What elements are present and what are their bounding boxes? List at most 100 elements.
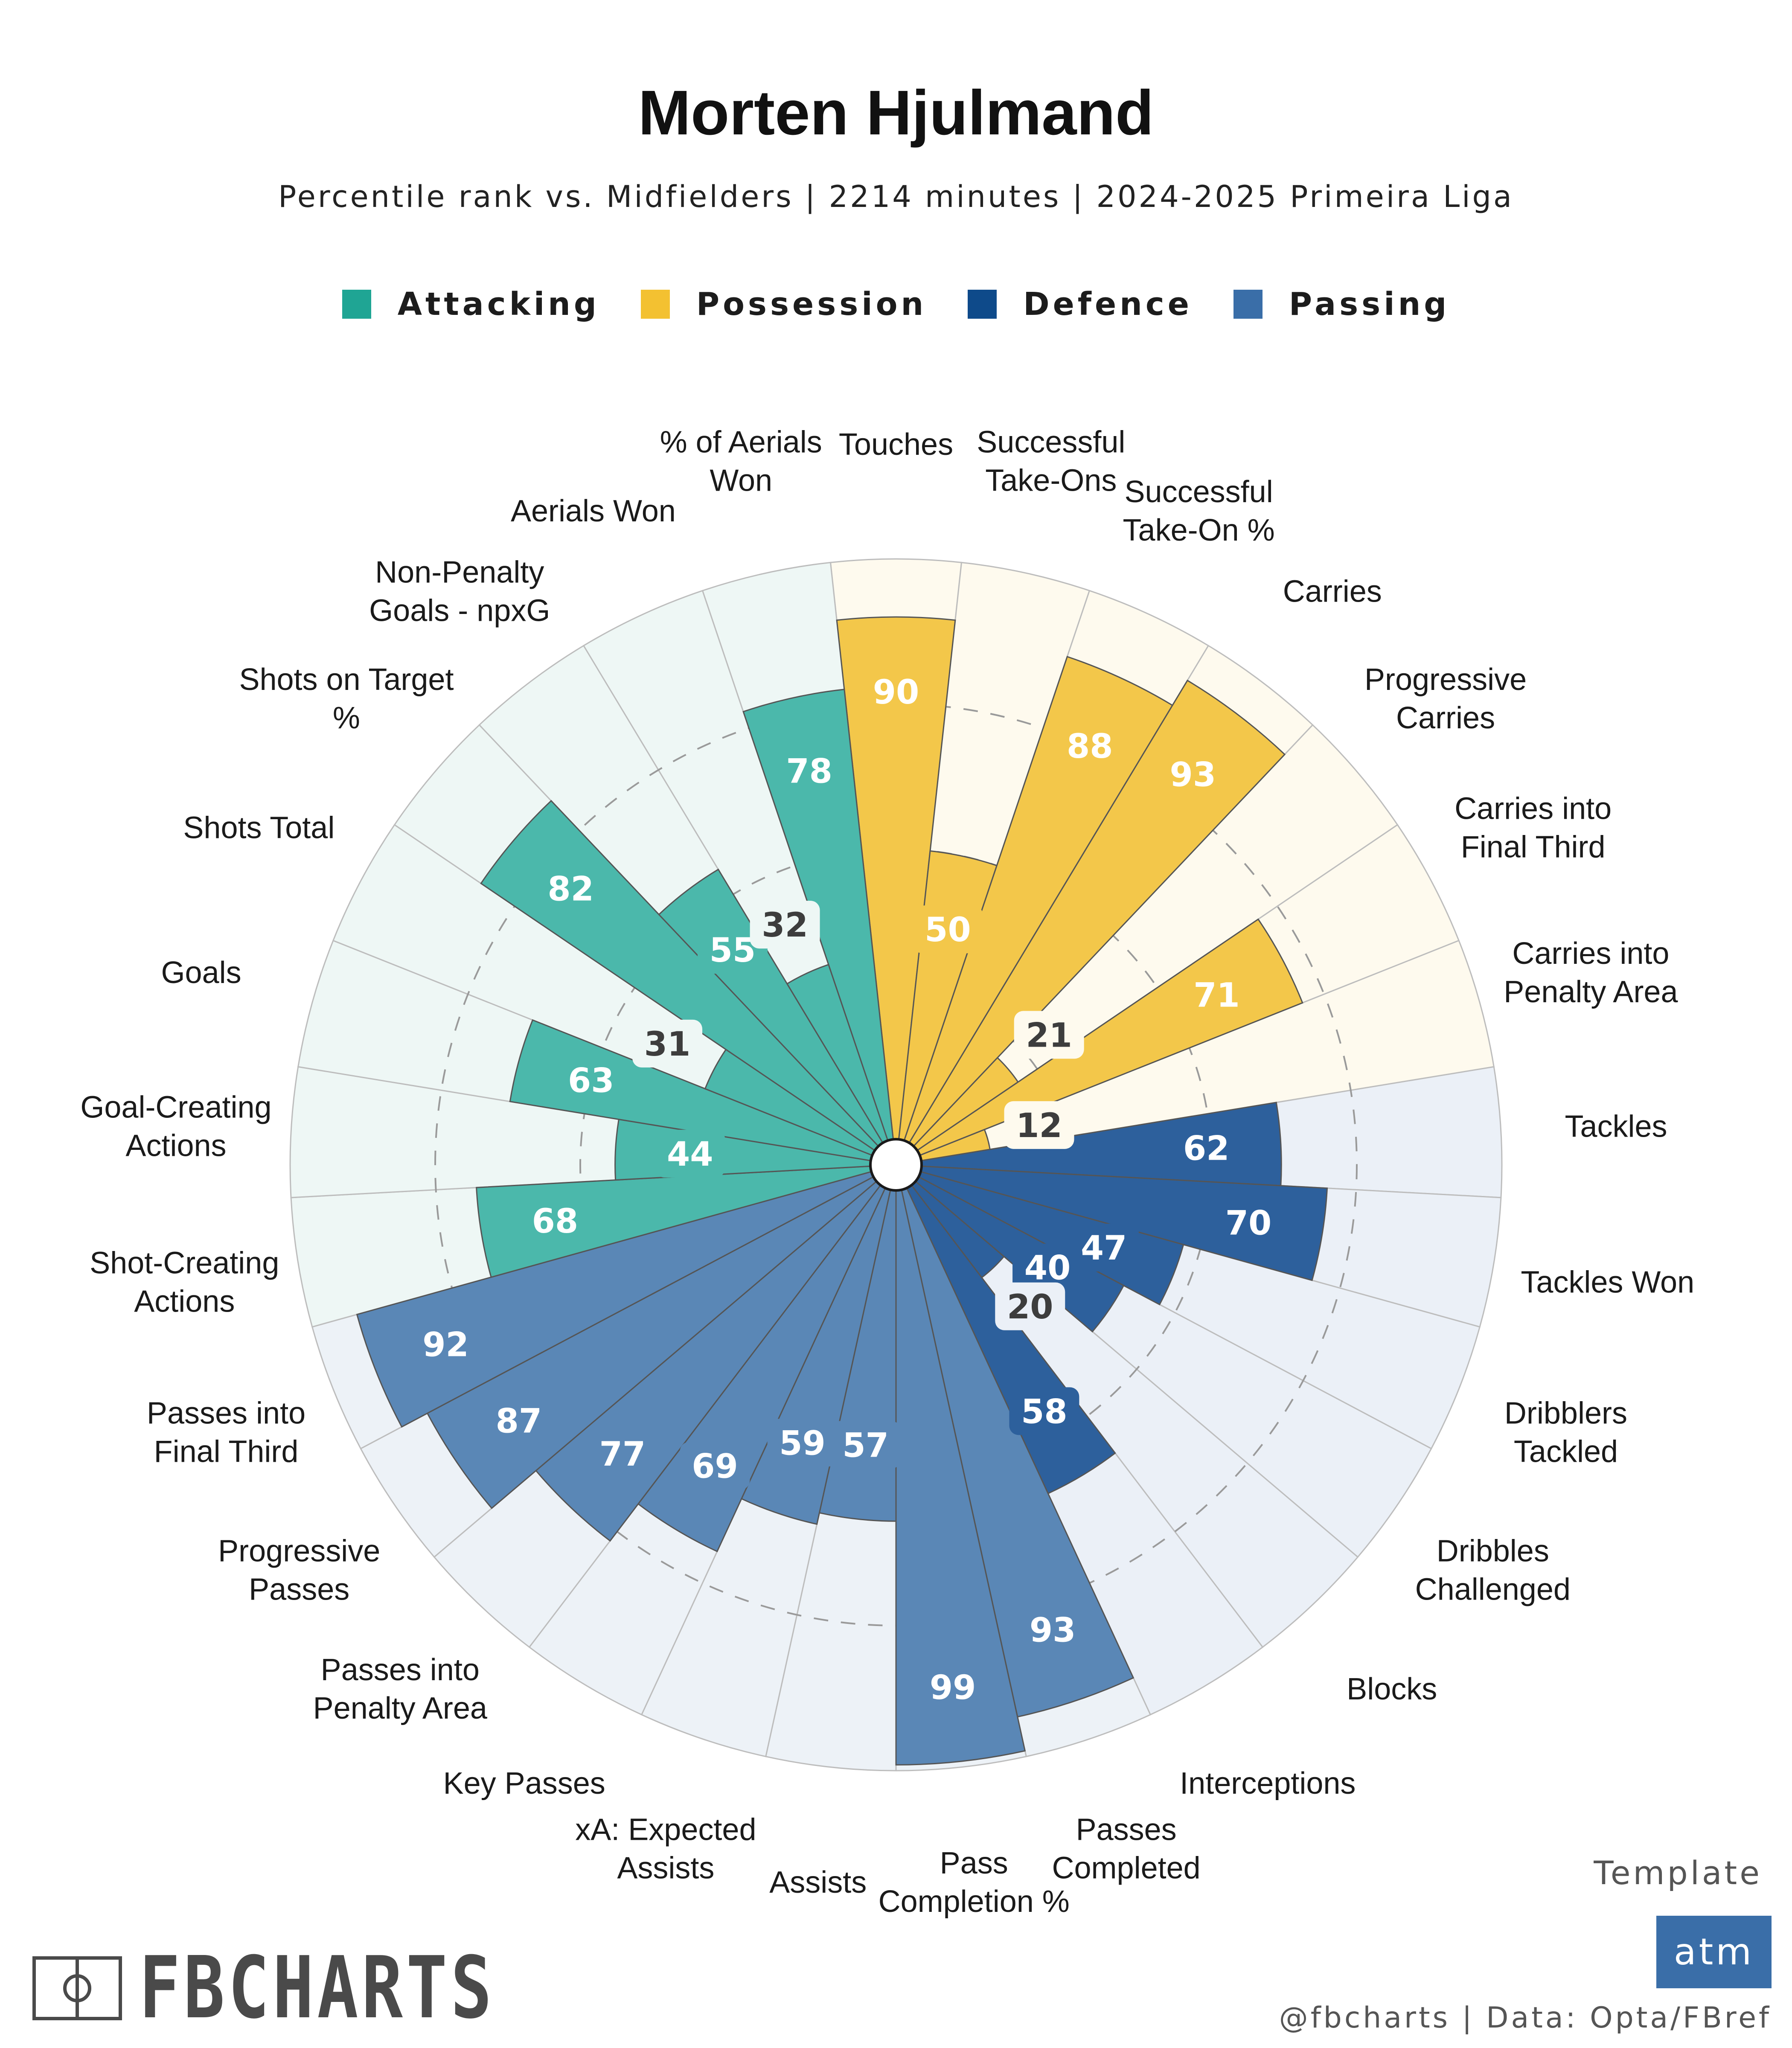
category-label-successful-take-ons: Successful Take-Ons — [977, 425, 1125, 498]
value-label-dribblers-tackled: 47 — [1081, 1229, 1127, 1268]
value-badge-xa-expected-assists — [767, 1419, 838, 1467]
legend-label-defence: Defence — [1023, 286, 1193, 323]
value-badge-blocks — [995, 1282, 1065, 1330]
value-label-carries: 93 — [1170, 756, 1216, 794]
category-label-pass-completion: Pass Completion % — [879, 1846, 1070, 1919]
category-label-non-penalty-goals-npxg: Non-Penalty Goals - npxG — [369, 556, 550, 628]
value-badge-successful-take-ons — [913, 905, 983, 954]
value-label-progressive-passes: 87 — [496, 1402, 542, 1440]
category-label-interceptions: Interceptions — [1180, 1766, 1356, 1801]
category-labels: Touches Successful Take-Ons Successful Take-… — [80, 425, 1694, 1919]
legend-label-possession: Possession — [696, 286, 927, 323]
value-label-tackles: 62 — [1183, 1130, 1230, 1168]
category-label-of-aerials-won: % of Aerials Won — [660, 425, 822, 498]
data-credit: @fbcharts | Data: Opta/FBref — [1279, 2001, 1772, 2035]
category-label-shots-total: Shots Total — [183, 811, 335, 845]
category-label-goal-creating-actions: Goal-Creating Actions — [80, 1091, 271, 1163]
value-badge-progressive-passes — [483, 1396, 554, 1445]
value-label-non-penalty-goals-npxg: 55 — [710, 931, 756, 970]
value-label-passes-completed: 93 — [1030, 1612, 1076, 1650]
value-label-aerials-won: 32 — [762, 906, 808, 945]
category-label-shot-creating-actions: Shot-Creating Actions — [90, 1246, 279, 1318]
value-badge-carries — [1158, 750, 1228, 798]
category-label-successful-take-on: Successful Take-On % — [1123, 475, 1275, 547]
chart-title: Morten Hjulmand — [638, 78, 1154, 148]
category-label-progressive-passes: Progressive Passes — [218, 1534, 380, 1606]
value-label-blocks: 20 — [1007, 1288, 1053, 1327]
legend-item-possession: Possession — [640, 286, 927, 323]
value-label-shot-creating-actions: 68 — [532, 1202, 579, 1241]
value-label-xa-expected-assists: 59 — [779, 1424, 826, 1463]
category-label-dribblers-tackled: Dribblers Tackled — [1504, 1396, 1627, 1469]
category-label-dribbles-challenged: Dribbles Challenged — [1415, 1534, 1571, 1606]
value-badge-shot-creating-actions — [520, 1197, 590, 1245]
value-label-goals: 63 — [568, 1062, 614, 1100]
value-label-shots-total: 31 — [644, 1025, 691, 1064]
category-label-shots-on-target: Shots on Target% — [239, 663, 454, 735]
legend-label-passing: Passing — [1289, 286, 1450, 323]
value-label-passes-into-penalty-area: 77 — [599, 1435, 646, 1474]
template-label: Template — [1594, 1854, 1762, 1892]
legend-swatch-possession — [640, 290, 670, 319]
value-badge-passes-into-penalty-area — [587, 1429, 657, 1478]
value-badge-passes-completed — [1018, 1606, 1088, 1654]
category-label-carries-into-penalty-area: Carries into Penalty Area — [1504, 937, 1678, 1009]
value-badge-tackles-won — [1213, 1199, 1283, 1247]
center-hub — [869, 1138, 923, 1192]
fbcharts-logo: FBCHARTS — [32, 1946, 584, 2031]
value-badge-aerials-won — [750, 901, 820, 949]
value-badge-successful-take-on — [1055, 722, 1125, 770]
logo-text: FBCHARTS — [139, 1938, 495, 2038]
value-label-tackles-won: 70 — [1225, 1204, 1272, 1242]
legend: Attacking Possession Defence Passing — [0, 286, 1792, 323]
value-label-touches: 90 — [873, 673, 919, 712]
value-badge-carries-into-penalty-area — [1004, 1101, 1074, 1149]
category-label-assists: Assists — [769, 1865, 867, 1900]
template-badge: atm — [1656, 1916, 1772, 1988]
category-label-blocks: Blocks — [1347, 1672, 1437, 1706]
category-label-goals: Goals — [161, 956, 241, 990]
value-badge-dribblers-tackled — [1068, 1224, 1139, 1272]
value-badge-of-aerials-won — [774, 747, 844, 795]
value-badge-tackles — [1171, 1124, 1242, 1172]
category-label-passes-completed: Passes Completed — [1052, 1813, 1201, 1885]
value-badge-key-passes — [680, 1442, 750, 1490]
value-label-dribbles-challenged: 40 — [1024, 1249, 1071, 1288]
legend-item-passing: Passing — [1233, 286, 1450, 323]
value-label-goal-creating-actions: 44 — [667, 1135, 713, 1174]
value-label-key-passes: 69 — [692, 1448, 738, 1486]
value-label-of-aerials-won: 78 — [786, 752, 832, 791]
value-badge-interceptions — [1009, 1387, 1079, 1435]
chart-subtitle: Percentile rank vs. Midfielders | 2214 m… — [278, 179, 1514, 214]
value-label-pass-completion: 99 — [930, 1669, 976, 1707]
value-badge-touches — [861, 668, 931, 716]
value-badge-progressive-carries — [1014, 1011, 1084, 1059]
value-badge-assists — [830, 1421, 901, 1469]
value-badge-passes-into-final-third — [410, 1320, 481, 1368]
value-label-successful-take-on: 88 — [1067, 727, 1113, 766]
category-label-tackles: Tackles — [1565, 1110, 1667, 1144]
value-badge-dribbles-challenged — [1012, 1243, 1083, 1292]
legend-item-attacking: Attacking — [342, 286, 600, 323]
value-badge-goal-creating-actions — [655, 1129, 725, 1178]
legend-swatch-attacking — [342, 290, 371, 319]
category-label-carries: Carries — [1283, 575, 1382, 609]
category-label-progressive-carries: Progressive Carries — [1364, 663, 1527, 735]
pitch-icon — [32, 1956, 122, 2020]
value-label-assists: 57 — [842, 1426, 889, 1465]
category-label-touches: Touches — [839, 428, 953, 462]
value-label-carries-into-final-third: 71 — [1193, 977, 1240, 1015]
value-badge-pass-completion — [918, 1663, 988, 1711]
category-label-carries-into-final-third: Carries into Final Third — [1455, 791, 1612, 864]
value-label-successful-take-ons: 50 — [925, 911, 971, 949]
category-label-passes-into-penalty-area: Passes into Penalty Area — [313, 1653, 488, 1725]
value-badge-carries-into-final-third — [1181, 971, 1252, 1019]
legend-label-attacking: Attacking — [397, 286, 600, 323]
value-badge-shots-total — [632, 1019, 703, 1068]
category-label-aerials-won: Aerials Won — [511, 494, 676, 528]
category-label-key-passes: Key Passes — [443, 1766, 605, 1801]
category-label-tackles-won: Tackles Won — [1521, 1265, 1694, 1299]
value-label-progressive-carries: 21 — [1026, 1016, 1072, 1055]
